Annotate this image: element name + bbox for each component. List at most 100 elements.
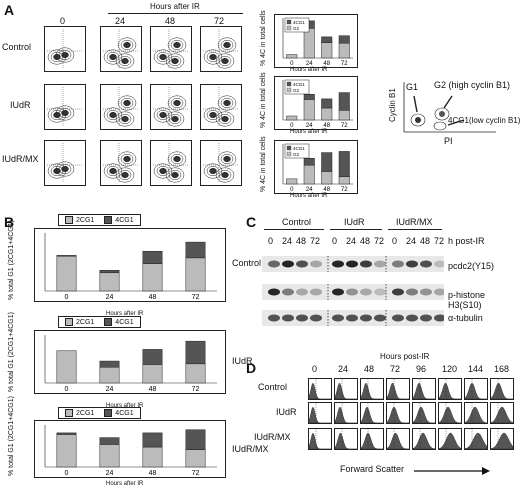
bar-g2-72 <box>338 176 350 185</box>
b-legend-2: 2CG1 4CG1 <box>58 407 141 419</box>
facs-plot-control-0 <box>44 26 86 72</box>
facs-plot-iudr/mx-24 <box>100 140 142 186</box>
d-time-24: 24 <box>338 364 349 374</box>
b-row-control: Control <box>232 258 262 268</box>
c-time-2-48: 48 <box>420 236 431 246</box>
bar-g2-0 <box>286 54 298 59</box>
facs-plot-control-24 <box>100 26 142 72</box>
bar-2cg1-48 <box>142 364 163 384</box>
b-legend-0: 2CG1 4CG1 <box>58 214 141 226</box>
c-time-2-72: 72 <box>434 236 445 246</box>
d-time-120: 120 <box>442 364 458 374</box>
band <box>282 260 294 268</box>
c-time-0-48: 48 <box>296 236 307 246</box>
band <box>282 288 294 296</box>
tick-label-48: 48 <box>323 187 330 193</box>
tick-label-72: 72 <box>341 123 348 129</box>
band <box>360 288 372 296</box>
bar-4cg1-24 <box>99 360 120 368</box>
a-bar-xlabel-0: Hours after IR <box>290 67 328 73</box>
a-row-control: Control <box>2 42 32 52</box>
band <box>332 288 344 296</box>
d-hist-iudr/mx-48 <box>360 428 384 450</box>
facs-plot-iudr-48 <box>150 84 192 130</box>
ideogram-g1-label: G1 <box>406 82 419 92</box>
band <box>332 260 344 268</box>
facs-plot-iudr/mx-0 <box>44 140 86 186</box>
d-hist-iudr/mx-96 <box>412 428 436 450</box>
b-legend-4cg1: 4CG1 <box>104 216 134 224</box>
b-bar-iudrmx: 0 24 48 72 <box>34 420 226 478</box>
b-row-iudr: IUdR <box>232 356 253 366</box>
bar-g2-24 <box>303 164 315 185</box>
d-hist-iudr-24 <box>334 402 358 424</box>
bar-4cg1-48 <box>321 98 333 109</box>
bar-g2-48 <box>321 42 333 59</box>
tick-label-48: 48 <box>323 123 330 129</box>
ideogram-4cg1-blob <box>433 121 447 131</box>
a-bar-xlabel-2: Hours after IR <box>290 193 328 199</box>
bar-2cg1-48 <box>142 263 163 292</box>
b-bar-iudr: 0 24 48 72 <box>34 330 226 394</box>
bar-4cg1-48 <box>142 432 163 448</box>
a-bar-ylabel-2: % 4C in total cells <box>260 136 267 192</box>
b-legend-2cg1-2: 2CG1 <box>65 409 94 417</box>
bar-4cg1-72 <box>185 429 206 450</box>
bar-4cg1-48 <box>142 349 163 365</box>
a-row-iudr: IUdR <box>10 100 31 110</box>
a-time-48: 48 <box>165 16 176 26</box>
d-row-iudrmx: IUdR/MX <box>254 432 291 442</box>
d-hist-iudr-72 <box>386 402 410 424</box>
a-ideogram: G1 G2 (high cyclin B1) 4CG1(low cyclin B… <box>380 72 520 164</box>
a-bar-iudr: 0 24 48 72 4CG1 G2 <box>274 76 358 130</box>
bar-2cg1-72 <box>185 363 206 384</box>
panel-d-label: D <box>246 360 257 376</box>
d-hist-iudr-0 <box>308 402 332 424</box>
tick-label-0: 0 <box>65 386 69 393</box>
tick-label-0: 0 <box>290 123 294 129</box>
c-time-1-24: 24 <box>346 236 357 246</box>
bar-4cg1-24 <box>99 270 120 274</box>
c-rule-control <box>264 229 324 230</box>
tick-label-0: 0 <box>65 470 69 477</box>
band <box>434 288 446 296</box>
band <box>268 260 280 268</box>
c-blot-row-2 <box>262 310 446 326</box>
d-hist-control-0 <box>308 378 332 400</box>
bar-4cg1-72 <box>338 151 350 177</box>
d-hist-control-168 <box>490 378 514 400</box>
band <box>332 314 344 322</box>
band <box>296 260 308 268</box>
tick-label-0: 0 <box>290 61 294 67</box>
d-time-168: 168 <box>494 364 510 374</box>
bar-2cg1-24 <box>99 366 120 384</box>
bar-4cg1-48 <box>142 250 163 264</box>
tick-label-24: 24 <box>106 470 114 477</box>
band <box>406 314 418 322</box>
bar-2cg1-0 <box>56 434 77 468</box>
d-time-48: 48 <box>364 364 375 374</box>
d-hist-iudr-168 <box>490 402 514 424</box>
b-ylabel-0: % total G1 (2CG1+4CG1) <box>8 220 15 300</box>
b-xlabel-2: Hours after IR <box>106 481 144 487</box>
bar-4cg1-0 <box>56 432 77 435</box>
d-hist-iudr/mx-0 <box>308 428 332 450</box>
c-time-0-72: 72 <box>310 236 321 246</box>
c-rule-iudr <box>330 229 382 230</box>
ideogram-g1-blob <box>410 113 426 127</box>
bar-4cg1-48 <box>321 152 333 172</box>
bar-2cg1-0 <box>56 255 77 292</box>
band <box>310 288 322 296</box>
c-band-label-0: pcdc2(Y15) <box>448 261 495 271</box>
d-time-96: 96 <box>416 364 427 374</box>
d-hist-iudr/mx-72 <box>386 428 410 450</box>
d-xlabel: Forward Scatter <box>340 464 405 474</box>
c-time-2-0: 0 <box>392 236 398 246</box>
d-time-0: 0 <box>312 364 318 374</box>
d-hist-iudr/mx-168 <box>490 428 514 450</box>
bar-g2-24 <box>303 28 315 59</box>
bar-4cg1-72 <box>338 92 350 111</box>
tick-label-72: 72 <box>192 470 200 477</box>
